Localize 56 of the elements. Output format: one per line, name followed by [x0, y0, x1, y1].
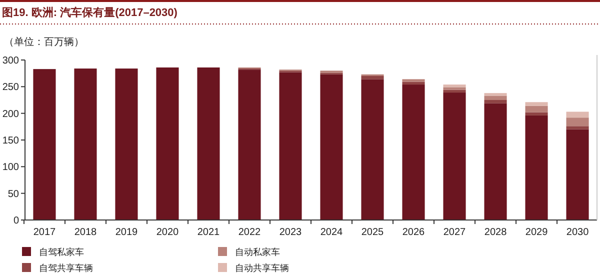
x-tick-label: 2030 [566, 227, 590, 238]
bar [525, 115, 548, 220]
y-tick-label: 200 [2, 108, 20, 120]
x-tick-label: 2023 [279, 227, 302, 238]
bar [320, 74, 343, 220]
bar [402, 84, 425, 220]
bar [33, 69, 56, 220]
bar [443, 90, 466, 93]
bar [443, 92, 466, 220]
bar [525, 106, 548, 112]
y-tick-label: 300 [2, 56, 20, 66]
bar [74, 68, 97, 220]
y-tick-label: 100 [2, 162, 20, 174]
x-tick-label: 2019 [115, 227, 138, 238]
x-tick-label: 2024 [320, 227, 344, 238]
y-tick-label: 250 [2, 82, 20, 94]
legend-label: 自动共享车辆 [235, 263, 289, 274]
x-tick-label: 2029 [525, 227, 548, 238]
x-tick-label: 2027 [443, 227, 466, 238]
y-tick-label: 50 [8, 188, 20, 200]
y-axis-title: （单位：百万辆） [4, 36, 84, 48]
bar [197, 67, 220, 220]
x-tick-label: 2026 [402, 227, 426, 238]
x-tick-label: 2018 [74, 227, 98, 238]
x-tick-label: 2017 [33, 227, 56, 238]
bar [443, 87, 466, 90]
bar [484, 100, 507, 104]
bar [525, 112, 548, 116]
bar [115, 68, 138, 220]
x-tick-label: 2028 [484, 227, 508, 238]
legend-label: 自动私家车 [235, 247, 280, 258]
x-tick-label: 2020 [156, 227, 180, 238]
bar [402, 79, 425, 82]
bar [484, 93, 507, 96]
bar [484, 103, 507, 220]
bar [361, 79, 384, 220]
bar [566, 112, 589, 118]
bar [238, 70, 261, 220]
y-tick-label: 150 [2, 136, 20, 146]
bar [484, 96, 507, 100]
chart-title: 图19. 欧洲: 汽车保有量(2017–2030) [2, 6, 178, 19]
bar [402, 82, 425, 85]
x-tick-label: 2025 [361, 227, 384, 238]
x-tick-label: 2022 [238, 227, 262, 238]
x-tick-label: 2021 [197, 227, 220, 238]
bar [361, 76, 384, 80]
bar [443, 84, 466, 88]
bar [525, 102, 548, 106]
bar [156, 67, 179, 220]
bar [566, 129, 589, 220]
legend-label: 自驾共享车辆 [39, 263, 93, 274]
bar [566, 126, 589, 130]
legend-label: 自驾私家车 [39, 247, 84, 258]
y-tick-label: 0 [13, 216, 20, 226]
bar [566, 118, 589, 126]
bar [279, 72, 302, 220]
